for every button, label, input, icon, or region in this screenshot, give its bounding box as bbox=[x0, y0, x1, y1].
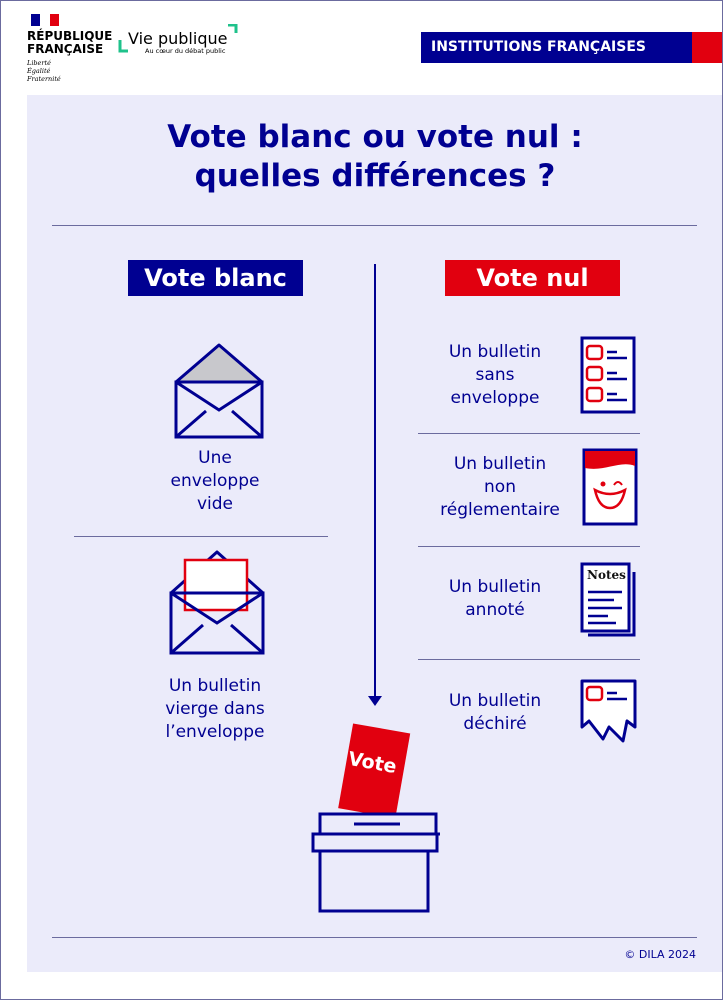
vie-publique-brackets-icon bbox=[118, 24, 238, 53]
empty-envelope-icon bbox=[174, 343, 264, 439]
checklist-ballot-icon bbox=[580, 336, 636, 414]
text-line: Un bulletin bbox=[448, 342, 542, 362]
text-line: sans bbox=[475, 365, 515, 385]
smiley-ballot-icon bbox=[582, 448, 638, 526]
vote-blanc-label: Vote blanc bbox=[128, 260, 303, 296]
text-line: Un bulletin bbox=[448, 577, 542, 597]
text-line: non bbox=[484, 477, 516, 497]
text-line: déchiré bbox=[463, 714, 527, 734]
logo-line: FRANÇAISE bbox=[27, 42, 104, 56]
republique-francaise-logo: RÉPUBLIQUE FRANÇAISE bbox=[27, 30, 112, 56]
vie-publique-tagline: Au cœur du débat public bbox=[145, 47, 226, 55]
text-line: Un bulletin bbox=[448, 691, 542, 711]
motto: Liberté Égalité Fraternité bbox=[27, 59, 61, 83]
vote-blanc-item-text: Un bulletin vierge dans l’enveloppe bbox=[135, 675, 295, 744]
motto-line: Liberté bbox=[27, 59, 51, 67]
text-line: enveloppe bbox=[450, 388, 540, 408]
arrow-down-icon bbox=[368, 264, 382, 706]
divider bbox=[418, 433, 640, 434]
text-line: vierge dans bbox=[165, 699, 265, 719]
text-line: Un bulletin bbox=[168, 676, 262, 696]
motto-line: Fraternité bbox=[27, 75, 61, 83]
text-line: Une bbox=[198, 448, 232, 468]
vote-nul-item-text: Un bulletin déchiré bbox=[420, 690, 570, 736]
divider bbox=[52, 937, 697, 938]
french-flag-logo bbox=[31, 14, 59, 26]
title-line: quelles différences ? bbox=[194, 158, 556, 194]
envelope-with-blank-ballot-icon bbox=[169, 550, 265, 655]
ballot-box-icon bbox=[311, 723, 440, 913]
vote-nul-item-text: Un bulletin annoté bbox=[420, 576, 570, 622]
text-line: vide bbox=[196, 494, 234, 514]
page-title: Vote blanc ou vote nul : quelles différen… bbox=[27, 118, 723, 196]
text-line: Un bulletin bbox=[453, 454, 547, 474]
notes-paper-icon bbox=[580, 562, 636, 637]
vie-publique-logo: Vie publique bbox=[128, 29, 228, 48]
logo-line: RÉPUBLIQUE bbox=[27, 29, 113, 43]
category-banner: INSTITUTIONS FRANÇAISES bbox=[421, 32, 723, 63]
vote-blanc-item-text: Une enveloppe vide bbox=[140, 447, 290, 516]
text-line: l’enveloppe bbox=[165, 722, 265, 742]
torn-ballot-icon bbox=[580, 679, 637, 743]
text-line: réglementaire bbox=[440, 500, 560, 520]
ballot-box-illustration: Vote bbox=[310, 722, 440, 914]
text-line: annoté bbox=[465, 600, 525, 620]
vote-nul-item-text: Un bulletin non réglementaire bbox=[420, 453, 580, 522]
motto-line: Égalité bbox=[27, 67, 51, 75]
banner-accent bbox=[692, 32, 723, 63]
divider bbox=[74, 536, 328, 537]
notes-ballot-icon: Notes bbox=[580, 562, 636, 638]
text-line: enveloppe bbox=[170, 471, 260, 491]
divider bbox=[418, 546, 640, 547]
divider bbox=[418, 659, 640, 660]
copyright: © DILA 2024 bbox=[624, 948, 696, 961]
title-line: Vote blanc ou vote nul : bbox=[167, 119, 583, 155]
vote-nul-label: Vote nul bbox=[445, 260, 620, 296]
vote-nul-item-text: Un bulletin sans enveloppe bbox=[420, 341, 570, 410]
divider bbox=[52, 225, 697, 226]
notes-label: Notes bbox=[587, 568, 626, 582]
